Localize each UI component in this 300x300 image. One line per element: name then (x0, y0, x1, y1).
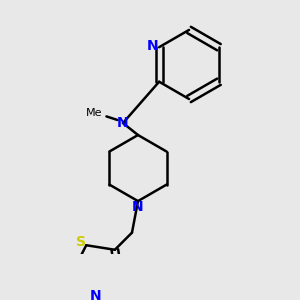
Text: N: N (117, 116, 129, 130)
Text: N: N (132, 200, 144, 214)
Text: N: N (89, 289, 101, 300)
Text: N: N (147, 39, 158, 53)
Text: S: S (76, 235, 86, 249)
Text: Me: Me (86, 108, 103, 118)
